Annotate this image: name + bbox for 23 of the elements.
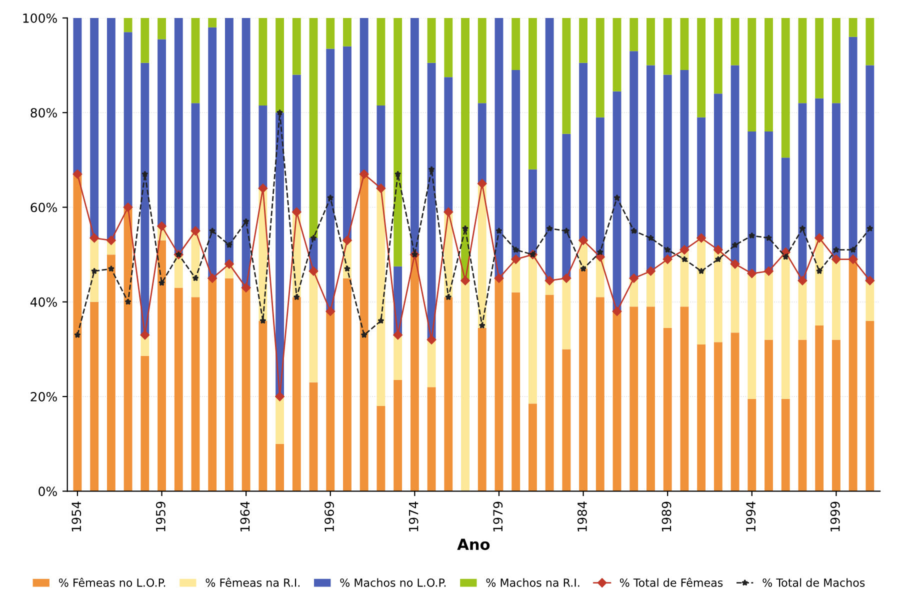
x-tick-label: 1979 [493,502,503,532]
y-tick-label: 20% [30,392,57,402]
y-tick-label: 60% [30,202,57,212]
legend-label: % Machos na R.I. [486,578,580,587]
legend-label: % Total de Machos [762,578,865,587]
x-tick-label: 1984 [577,502,587,532]
y-tick-label: 40% [30,297,57,307]
x-axis-title: Ano [457,538,490,550]
legend-label: % Machos no L.O.P. [340,578,446,587]
x-tick-label: 1959 [156,502,166,532]
legend-label: % Total de Fêmeas [620,578,723,587]
y-tick-label: 80% [30,108,57,118]
legend-label: % Fêmeas no L.O.P. [58,578,166,587]
x-tick-label: 1999 [830,502,840,532]
x-tick-label: 1954 [72,502,82,532]
x-tick-label: 1964 [240,502,250,532]
x-tick-label: 1969 [324,502,334,532]
y-tick-label: 100% [23,13,57,23]
x-tick-label: 1989 [662,502,672,532]
x-tick-label: 1974 [408,502,418,532]
x-tick-label: 1994 [746,502,756,532]
y-tick-label: 0% [38,486,57,496]
legend-label: % Fêmeas na R.I. [206,578,300,587]
